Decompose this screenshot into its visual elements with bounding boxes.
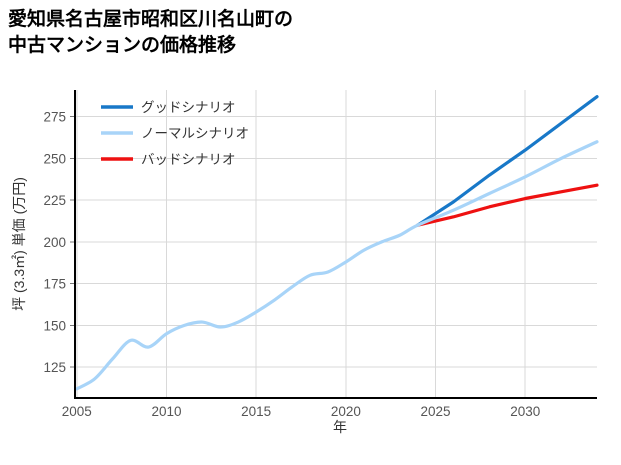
y-tick-labels: 125 150 175 200 225 250 275 bbox=[43, 110, 66, 375]
y-axis-title: 坪 (3.3㎡) 単価 (万円) bbox=[11, 177, 27, 311]
y-tick-label: 200 bbox=[43, 235, 66, 250]
gridlines-x bbox=[76, 90, 526, 398]
x-tick-label: 2030 bbox=[510, 404, 540, 419]
x-tick-label: 2015 bbox=[241, 404, 271, 419]
series-line-bad bbox=[416, 183, 599, 227]
y-tick-label: 250 bbox=[43, 151, 66, 166]
x-tick-label: 2010 bbox=[151, 404, 181, 419]
legend-label-normal: ノーマルシナリオ bbox=[141, 126, 249, 141]
series-line-normal bbox=[75, 140, 599, 391]
x-tick-label: 2020 bbox=[331, 404, 361, 419]
x-tick-label: 2005 bbox=[62, 404, 92, 419]
legend-label-good: グッドシナリオ bbox=[141, 100, 236, 115]
y-tick-label: 125 bbox=[43, 360, 66, 375]
series-line-good bbox=[416, 95, 599, 227]
y-tick-label: 225 bbox=[43, 193, 66, 208]
y-tick-label: 275 bbox=[43, 110, 66, 125]
chart-title: 愛知県名古屋市昭和区川名山町の 中古マンションの価格推移 bbox=[8, 9, 294, 56]
y-tick-label: 150 bbox=[43, 318, 66, 333]
x-axis-title: 年 bbox=[333, 419, 347, 435]
legend-label-bad: バッドシナリオ bbox=[141, 152, 236, 167]
x-tick-labels: 2005 2010 2015 2020 2025 2030 bbox=[62, 404, 541, 419]
x-tick-label: 2025 bbox=[421, 404, 451, 419]
y-tick-label: 175 bbox=[43, 277, 66, 292]
series-group bbox=[75, 95, 599, 391]
gridlines-y bbox=[75, 116, 597, 368]
